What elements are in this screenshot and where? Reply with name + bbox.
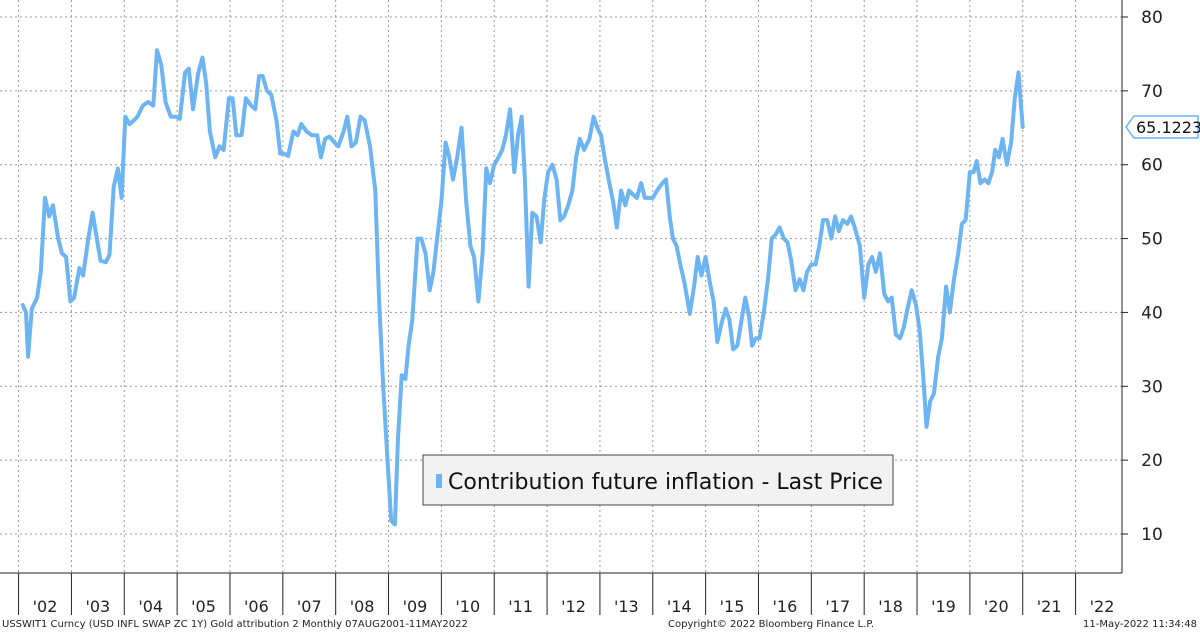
x-tick-label: '08 — [350, 597, 375, 616]
footer-copyright: Copyright© 2022 Bloomberg Finance L.P. — [668, 619, 874, 630]
y-axis-ticks: 10 20 30 40 50 60 70 80 — [1122, 8, 1163, 545]
x-tick-label: '20 — [984, 597, 1009, 616]
x-tick-label: '10 — [455, 597, 480, 616]
y-tick-label: 70 — [1141, 82, 1163, 102]
grid — [0, 0, 1122, 573]
y-tick-label: 20 — [1141, 451, 1163, 471]
x-tick-label: '12 — [561, 597, 586, 616]
footer-timestamp: 11-May-2022 11:34:48 — [1083, 619, 1197, 630]
x-tick-label: '14 — [667, 597, 692, 616]
x-tick-label: '07 — [297, 597, 322, 616]
x-tick-label: '17 — [825, 597, 850, 616]
y-tick-label: 80 — [1141, 8, 1163, 28]
y-tick-label: 40 — [1141, 303, 1163, 323]
y-tick-label: 50 — [1141, 230, 1163, 250]
y-tick-label: 60 — [1141, 156, 1163, 176]
footer-source: USSWIT1 Curncy (USD INFL SWAP ZC 1Y) Gol… — [2, 619, 468, 630]
x-tick-label: '22 — [1090, 597, 1115, 616]
x-tick-label: '06 — [244, 597, 269, 616]
x-axis-ticks: '02 '03 '04 '05 '06 '07 '08 '09 '10 '11 '12 '13 '14 '… — [18, 573, 1115, 616]
x-tick-label: '15 — [720, 597, 745, 616]
y-tick-label: 30 — [1141, 377, 1163, 397]
last-value-label: 65.1223 — [1136, 118, 1200, 137]
x-tick-label: '03 — [85, 597, 110, 616]
y-tick-label: 10 — [1141, 525, 1163, 545]
footer: USSWIT1 Curncy (USD INFL SWAP ZC 1Y) Gol… — [2, 619, 1197, 630]
last-value-box — [1125, 115, 1199, 139]
x-tick-label: '16 — [773, 597, 798, 616]
x-tick-label: '05 — [191, 597, 216, 616]
x-tick-label: '18 — [878, 597, 903, 616]
x-tick-label: '11 — [508, 597, 533, 616]
x-tick-label: '13 — [614, 597, 639, 616]
x-tick-label: '04 — [138, 597, 163, 616]
legend: Contribution future inflation - Last Pri… — [422, 454, 894, 506]
x-tick-label: '02 — [33, 597, 58, 616]
legend-label: Contribution future inflation - Last Pri… — [448, 470, 883, 495]
last-value-marker: 65.1223 — [1125, 115, 1200, 139]
x-tick-label: '09 — [403, 597, 428, 616]
legend-swatch — [436, 474, 442, 488]
x-tick-label: '19 — [931, 597, 956, 616]
legend-box — [422, 454, 894, 506]
series-line — [20, 48, 1025, 527]
x-tick-label: '21 — [1037, 597, 1062, 616]
